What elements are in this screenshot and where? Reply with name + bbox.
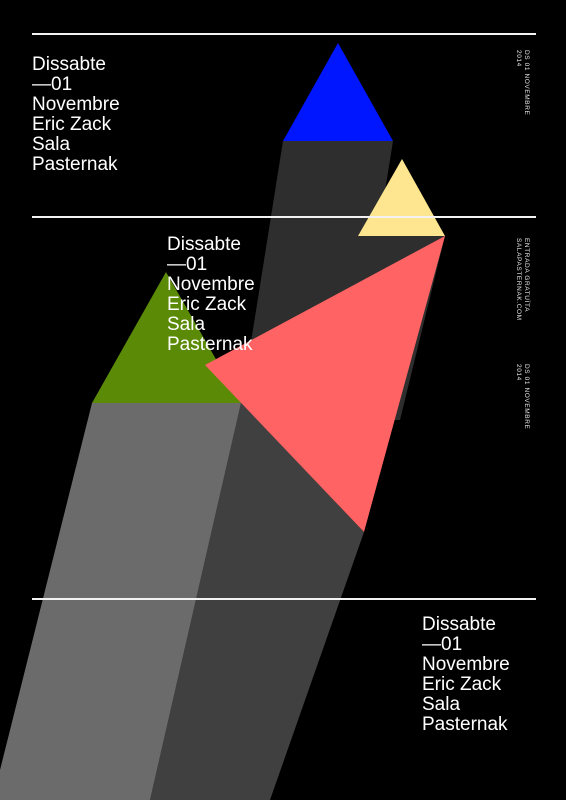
side-date-label: DS 01 NOVEMBRE — [523, 50, 530, 116]
event-venue-line1: Sala — [32, 134, 71, 155]
red-triangle-shadow — [150, 403, 364, 800]
side-year-label: 2014 — [515, 364, 522, 381]
event-artist: Eric Zack — [422, 674, 502, 695]
side-year-label: 2014 — [515, 50, 522, 67]
event-venue-line2: Pasternak — [167, 334, 253, 355]
event-month: Novembre — [167, 274, 255, 295]
red-triangle — [205, 236, 445, 532]
event-venue-line1: Sala — [422, 694, 461, 715]
event-day: Dissabte — [422, 614, 496, 635]
event-date-number: —01 — [32, 74, 73, 95]
rule-line-top — [32, 33, 536, 35]
green-triangle-shadow — [0, 403, 241, 800]
event-venue-line1: Sala — [167, 314, 206, 335]
side-date-lower: DS 01 NOVEMBRE 2014 — [514, 364, 530, 429]
event-venue-line2: Pasternak — [422, 714, 508, 735]
event-artist: Eric Zack — [167, 294, 247, 315]
side-date-top: DS 01 NOVEMBRE 2014 — [514, 50, 530, 115]
rule-line-middle — [32, 216, 536, 218]
event-date-number: —01 — [422, 634, 463, 655]
blue-triangle — [283, 43, 393, 141]
rule-line-bottom — [32, 598, 536, 600]
event-info-middle: Dissabte —01 Novembre Eric Zack Sala Pas… — [167, 235, 255, 355]
event-month: Novembre — [422, 654, 510, 675]
event-month: Novembre — [32, 94, 120, 115]
website-label: SALAPASTERNAK.COM — [515, 238, 522, 321]
event-info-bottom: Dissabte —01 Novembre Eric Zack Sala Pas… — [422, 615, 510, 735]
green-triangle — [92, 272, 241, 403]
event-artist: Eric Zack — [32, 114, 112, 135]
side-entry-info: ENTRADA GRATUÏTA SALAPASTERNAK.COM — [514, 238, 530, 321]
event-venue-line2: Pasternak — [32, 154, 118, 175]
side-date-label: DS 01 NOVEMBRE — [523, 364, 530, 430]
event-info-top: Dissabte —01 Novembre Eric Zack Sala Pas… — [32, 55, 120, 175]
free-entry-label: ENTRADA GRATUÏTA — [523, 238, 530, 313]
event-date-number: —01 — [167, 254, 208, 275]
event-day: Dissabte — [32, 54, 106, 75]
event-day: Dissabte — [167, 234, 241, 255]
